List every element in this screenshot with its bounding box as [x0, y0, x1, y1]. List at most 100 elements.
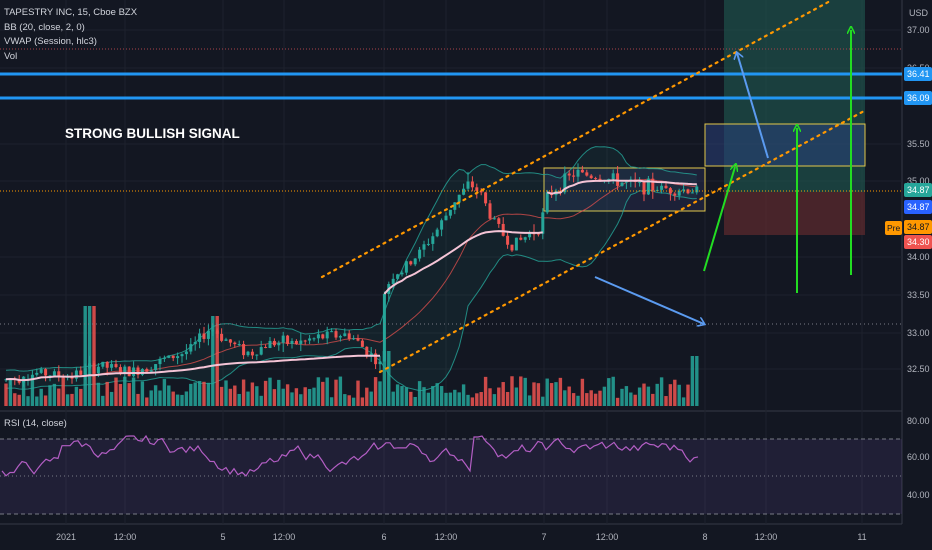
- volume-bar: [646, 386, 651, 406]
- volume-bar: [545, 378, 549, 406]
- bb-legend[interactable]: BB (20, close, 2, 0): [4, 21, 85, 33]
- candle: [321, 334, 325, 339]
- candle: [506, 235, 510, 245]
- candle: [660, 185, 664, 190]
- arrow-down-right[interactable]: [594, 276, 704, 324]
- candle: [198, 333, 202, 342]
- candle: [580, 169, 584, 173]
- volume-bar: [140, 381, 145, 406]
- volume-bar: [171, 391, 175, 406]
- price-tick-label: 35.00: [907, 176, 930, 186]
- currency-label[interactable]: USD: [909, 8, 929, 18]
- time-tick-label: 12:00: [755, 532, 778, 542]
- volume-bar: [193, 382, 197, 406]
- channel-lower-line[interactable]: [378, 108, 868, 374]
- rsi-axis[interactable]: 80.00 60.00 40.00: [907, 416, 930, 500]
- price-tick-label: 37.00: [907, 25, 930, 35]
- rsi-pane[interactable]: [0, 412, 902, 524]
- vwap-legend[interactable]: VWAP (Session, hlc3): [4, 36, 97, 47]
- volume-bar: [347, 395, 351, 406]
- candle: [316, 334, 320, 339]
- candle: [426, 243, 430, 245]
- candle: [594, 178, 598, 180]
- volume-bar: [431, 386, 435, 406]
- candle: [352, 338, 356, 340]
- candle: [162, 357, 166, 359]
- arrow-up-1[interactable]: [703, 167, 735, 272]
- volume-bar: [664, 396, 668, 406]
- volume-bar: [686, 384, 690, 406]
- candle: [149, 370, 153, 372]
- time-axis[interactable]: 2021 12:00 5 12:00 6 12:00 7 12:00 8 12:00 11: [56, 532, 867, 542]
- volume-bar: [571, 393, 576, 406]
- volume-bar: [184, 391, 189, 406]
- volume-bar: [263, 380, 268, 406]
- candle: [110, 364, 114, 368]
- volume-bar: [681, 397, 686, 406]
- volume-bar: [580, 378, 585, 406]
- candle: [101, 361, 105, 367]
- candle: [690, 192, 694, 194]
- volume-bar: [356, 380, 360, 406]
- volume-bar: [158, 390, 162, 406]
- volume-bar: [321, 381, 325, 406]
- candle: [211, 330, 215, 332]
- time-tick-label: 12:00: [596, 532, 619, 542]
- candle: [453, 202, 457, 210]
- candle: [624, 181, 628, 183]
- candle: [57, 371, 61, 377]
- volume-bar: [48, 385, 52, 406]
- volume-bar: [70, 393, 74, 406]
- candle: [457, 194, 461, 203]
- volume-bar: [8, 378, 13, 406]
- candle: [127, 366, 131, 377]
- pre-badge: Pre: [885, 221, 902, 235]
- volume-bar: [395, 384, 400, 406]
- volume-bar: [659, 377, 664, 406]
- candle: [281, 335, 285, 343]
- candle: [312, 338, 316, 340]
- candle: [242, 344, 246, 356]
- vwap-line: [5, 179, 697, 382]
- time-tick-label: 12:00: [273, 532, 296, 542]
- volume-bar: [488, 388, 492, 406]
- bb-upper: [5, 146, 697, 372]
- candle: [396, 274, 400, 279]
- volume-bar: [387, 351, 391, 406]
- rsi-line[interactable]: [1, 434, 699, 477]
- candle: [514, 237, 518, 251]
- volume-bar: [651, 393, 655, 406]
- volume-bar: [334, 379, 338, 406]
- volume-bar: [105, 381, 109, 406]
- volume-bar: [79, 388, 83, 406]
- candle: [585, 172, 589, 176]
- volume-bar: [457, 392, 461, 406]
- consolidation-box[interactable]: [543, 167, 706, 212]
- breakout-box[interactable]: [704, 123, 866, 167]
- volume-bar: [96, 382, 101, 406]
- strong-bullish-signal-label[interactable]: STRONG BULLISH SIGNAL: [65, 126, 240, 141]
- candle: [567, 173, 571, 176]
- symbol-title[interactable]: TAPESTRY INC, 15, Cboe BZX: [4, 7, 138, 18]
- volume-bar: [633, 394, 637, 406]
- stop-zone[interactable]: [724, 192, 865, 235]
- vol-legend[interactable]: Vol: [4, 50, 18, 62]
- indicator-legend: TAPESTRY INC, 15, Cboe BZX BB (20, close…: [4, 6, 137, 64]
- candle: [118, 367, 122, 373]
- arrow-to-target[interactable]: [737, 53, 769, 159]
- channel-upper-line[interactable]: [320, 0, 834, 279]
- candle: [563, 173, 567, 193]
- volume-bar: [373, 377, 378, 406]
- candle: [374, 353, 378, 365]
- candle: [347, 333, 351, 339]
- candle: [576, 169, 580, 177]
- rsi-legend[interactable]: RSI (14, close): [4, 418, 67, 429]
- candle: [598, 178, 602, 181]
- volume-bar: [189, 383, 193, 406]
- volume-bar: [519, 376, 523, 406]
- volume-bar: [26, 396, 30, 406]
- volume-bar: [360, 397, 365, 406]
- candle: [22, 380, 26, 383]
- candle: [330, 331, 334, 333]
